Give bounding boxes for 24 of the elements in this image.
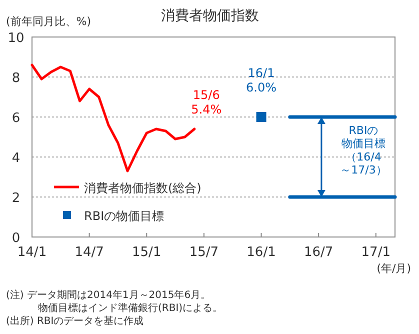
x-tick-label: 15/7 [189, 245, 219, 260]
y-axis-title: (前年同月比、%) [6, 15, 92, 28]
text: (出所) RBIのデータを基に作成 [6, 315, 144, 327]
x-tick-label: 16/1 [246, 245, 276, 260]
text: (注) データ期間は2014年1月～2015年6月。 [6, 289, 211, 301]
y-tick-label: 2 [12, 191, 20, 206]
x-tick-label: 17/1 [361, 245, 390, 260]
text: 物価目標はインド準備銀行(RBI)による。 [38, 302, 223, 314]
legend-label: 消費者物価指数(総合) [84, 181, 202, 195]
x-tick-label: 15/1 [132, 245, 162, 260]
annotation: RBIの物価目標（16/4～17/3） [340, 124, 387, 177]
annotation: 15/6 5.4% [191, 88, 222, 116]
x-axis-title: (年/月) [376, 262, 411, 275]
y-tick-label: 6 [12, 111, 20, 126]
chart-title: 消費者物価指数 [161, 8, 259, 24]
y-tick-label: 10 [8, 31, 24, 46]
y-tick-label: 4 [12, 151, 20, 166]
y-tick-label: 0 [12, 231, 20, 246]
x-tick-label: 14/7 [74, 245, 104, 260]
x-tick-label: 16/7 [304, 245, 334, 260]
x-tick-label: 14/1 [17, 245, 47, 260]
legend-label: RBIの物価目標 [84, 209, 164, 223]
annotation: 16/1 6.0% [246, 66, 277, 94]
y-tick-label: 8 [12, 71, 20, 86]
